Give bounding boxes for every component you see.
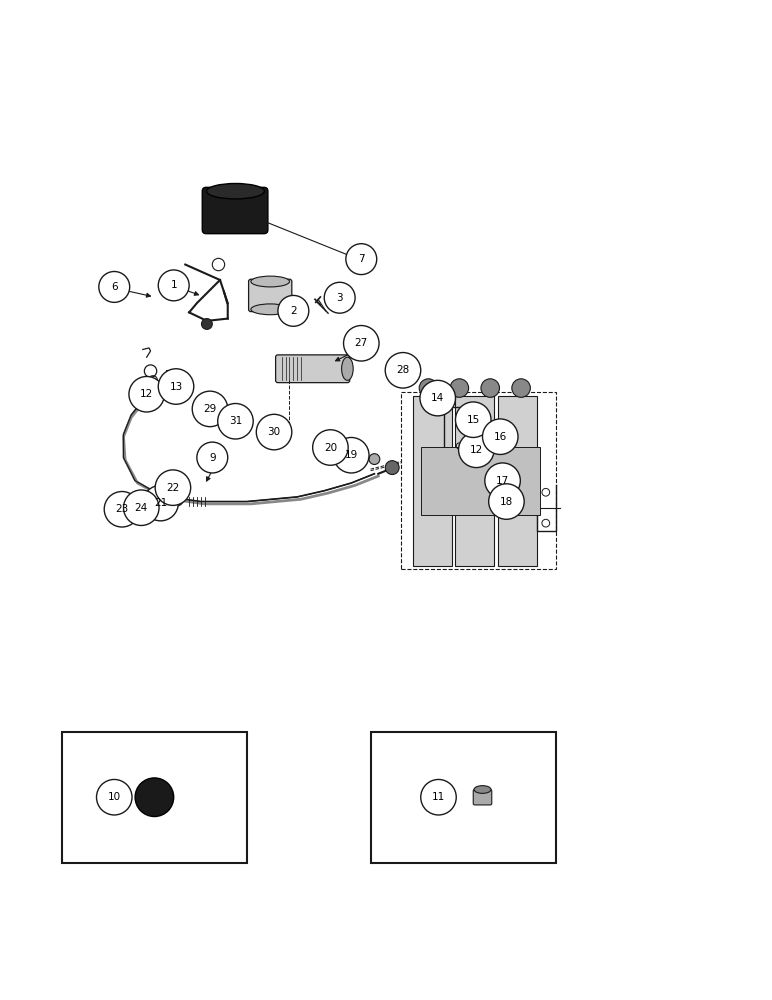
Circle shape [324, 282, 355, 313]
Text: 15: 15 [466, 415, 480, 425]
Circle shape [459, 432, 494, 468]
Text: 27: 27 [354, 338, 368, 348]
Text: 30: 30 [267, 427, 281, 437]
Text: 9: 9 [209, 453, 215, 463]
FancyBboxPatch shape [202, 187, 268, 234]
Ellipse shape [206, 183, 264, 199]
Circle shape [278, 295, 309, 326]
Bar [421, 447, 540, 515]
Bar [371, 732, 556, 863]
Text: 2: 2 [290, 306, 296, 316]
Circle shape [168, 491, 184, 506]
Bar [413, 396, 452, 566]
Circle shape [256, 414, 292, 450]
Bar [455, 396, 494, 566]
Circle shape [96, 779, 132, 815]
Text: 16: 16 [493, 432, 507, 442]
Circle shape [419, 379, 438, 397]
Circle shape [201, 319, 212, 329]
Circle shape [124, 490, 159, 525]
Text: 11: 11 [432, 792, 445, 802]
Text: 21: 21 [154, 498, 168, 508]
Ellipse shape [474, 786, 491, 793]
Circle shape [158, 369, 194, 404]
Text: 17: 17 [496, 476, 510, 486]
Ellipse shape [251, 276, 290, 287]
Circle shape [212, 258, 225, 271]
Circle shape [173, 495, 179, 502]
Circle shape [158, 270, 189, 301]
Circle shape [138, 504, 151, 516]
Circle shape [315, 447, 326, 458]
Circle shape [155, 470, 191, 505]
Text: 3: 3 [337, 293, 343, 303]
Circle shape [385, 353, 421, 388]
Circle shape [129, 376, 164, 412]
Circle shape [420, 380, 455, 416]
Text: 19: 19 [344, 450, 358, 460]
Text: 31: 31 [229, 416, 242, 426]
Bar [401, 392, 556, 569]
Circle shape [99, 271, 130, 302]
Text: 12: 12 [469, 445, 483, 455]
Circle shape [421, 779, 456, 815]
Ellipse shape [341, 357, 354, 380]
Text: 18: 18 [499, 497, 513, 507]
Circle shape [334, 437, 369, 473]
Circle shape [218, 404, 253, 439]
Text: 24: 24 [134, 503, 148, 513]
Circle shape [450, 379, 469, 397]
Bar [498, 396, 537, 566]
FancyBboxPatch shape [249, 279, 292, 312]
Circle shape [489, 484, 524, 519]
Ellipse shape [251, 304, 290, 315]
Text: 28: 28 [396, 365, 410, 375]
Circle shape [482, 419, 518, 454]
FancyBboxPatch shape [473, 790, 492, 805]
Text: 20: 20 [323, 443, 337, 453]
Text: 6: 6 [111, 282, 117, 292]
Circle shape [481, 379, 499, 397]
Circle shape [104, 492, 140, 527]
Circle shape [313, 430, 348, 465]
Text: 14: 14 [431, 393, 445, 403]
Circle shape [485, 463, 520, 498]
FancyBboxPatch shape [276, 355, 350, 383]
Bar [62, 732, 247, 863]
Circle shape [369, 454, 380, 464]
Text: 10: 10 [107, 792, 121, 802]
Circle shape [192, 391, 228, 427]
Circle shape [135, 778, 174, 817]
Circle shape [346, 244, 377, 275]
Text: 22: 22 [166, 483, 180, 493]
Circle shape [512, 379, 530, 397]
Circle shape [197, 442, 228, 473]
Circle shape [385, 461, 399, 475]
Text: 23: 23 [115, 504, 129, 514]
Circle shape [344, 326, 379, 361]
Text: 12: 12 [140, 389, 154, 399]
Text: 7: 7 [358, 254, 364, 264]
Text: 29: 29 [203, 404, 217, 414]
Circle shape [143, 485, 178, 521]
Text: 1: 1 [171, 280, 177, 290]
Text: 13: 13 [169, 382, 183, 392]
Circle shape [455, 402, 491, 437]
